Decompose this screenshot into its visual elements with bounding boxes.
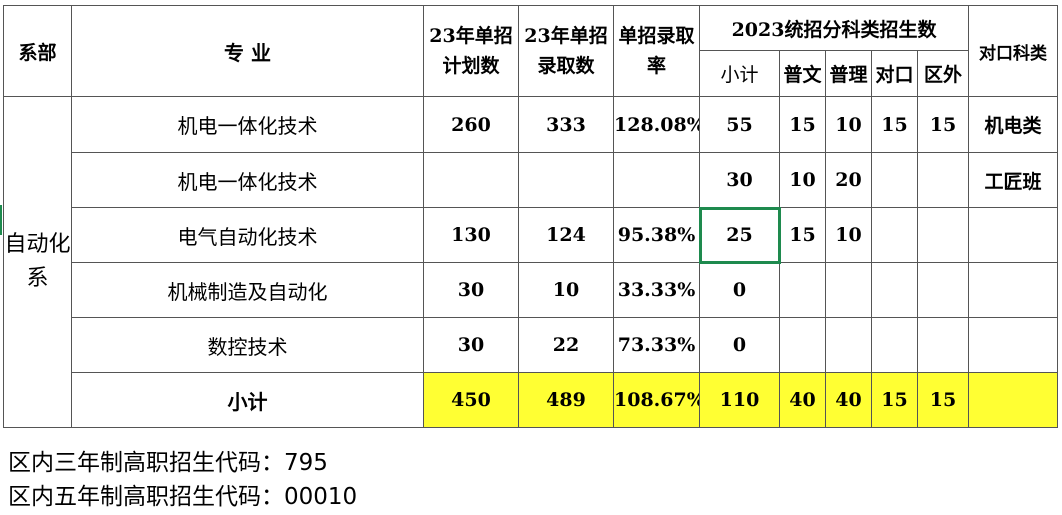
dept-cell[interactable]: 自动化系 (3, 96, 72, 428)
cell-duikou[interactable] (871, 262, 918, 318)
cell-puwen[interactable]: 10 (779, 152, 826, 208)
cell-major[interactable]: 机械制造及自动化 (71, 262, 424, 318)
cell-puli[interactable]: 20 (825, 152, 872, 208)
cell-subtotal[interactable]: 30 (699, 152, 780, 208)
header-subtotal[interactable]: 小计 (699, 50, 780, 97)
footer-code-three-year: 区内三年制高职招生代码：795 (8, 450, 328, 476)
cell-major[interactable]: 机电一体化技术 (71, 96, 424, 153)
cell-admit[interactable]: 10 (518, 262, 614, 318)
cell-quwai[interactable]: 15 (916, 96, 970, 153)
header-duikou[interactable]: 对口 (871, 50, 918, 97)
cell-puwen[interactable] (779, 317, 826, 373)
enrollment-table: 系部 专 业 23年单招计划数 23年单招录取数 单招录取率 2023统招分科类… (3, 5, 1059, 428)
total-quwai[interactable]: 15 (916, 372, 970, 428)
header-puwen[interactable]: 普文 (779, 50, 826, 97)
cell-rate[interactable] (613, 152, 700, 208)
cell-plan[interactable]: 30 (423, 317, 519, 373)
header-rate[interactable]: 单招录取率 (613, 5, 700, 97)
header-admit23[interactable]: 23年单招录取数 (518, 5, 614, 97)
cell-duikou[interactable] (871, 207, 918, 263)
cell-puli[interactable]: 10 (825, 207, 872, 263)
cell-quwai[interactable] (916, 207, 970, 263)
cell-puli[interactable] (825, 317, 872, 373)
cell-quwai[interactable] (916, 317, 970, 373)
total-admit[interactable]: 489 (518, 372, 614, 428)
table-row: 自动化系 机电一体化技术 260 333 128.08% 55 15 10 15… (3, 96, 1059, 428)
cell-subtotal[interactable]: 55 (699, 96, 780, 153)
total-label[interactable]: 小计 (71, 372, 424, 428)
cell-plan[interactable] (423, 152, 519, 208)
cell-counterpart[interactable]: 工匠班 (968, 152, 1059, 208)
cell-plan[interactable]: 30 (423, 262, 519, 318)
total-subtotal[interactable]: 110 (699, 372, 780, 428)
selected-cell[interactable]: 25 (698, 206, 781, 264)
cell-rate[interactable]: 73.33% (613, 317, 700, 373)
cell-counterpart[interactable] (968, 317, 1059, 373)
header-dept[interactable]: 系部 (3, 5, 72, 97)
cell-major[interactable]: 机电一体化技术 (71, 152, 424, 208)
cell-duikou[interactable] (871, 152, 918, 208)
cell-puwen[interactable] (779, 262, 826, 318)
cell-admit[interactable]: 333 (518, 96, 614, 153)
table-row: 机械制造及自动化 30 10 33.33% 0 (4, 262, 1059, 318)
cell-counterpart[interactable] (968, 207, 1059, 263)
total-puli[interactable]: 40 (825, 372, 872, 428)
cell-admit[interactable]: 124 (518, 207, 614, 263)
total-duikou[interactable]: 15 (871, 372, 918, 428)
total-plan[interactable]: 450 (423, 372, 519, 428)
cell-puwen[interactable]: 15 (779, 96, 826, 153)
header-counterpart[interactable]: 对口科类 (968, 5, 1059, 97)
footer-code-five-year: 区内五年制高职招生代码：00010 (8, 484, 358, 510)
cell-duikou[interactable] (871, 317, 918, 373)
cell-puli[interactable] (825, 262, 872, 318)
cell-quwai[interactable] (916, 152, 970, 208)
cell-plan[interactable]: 260 (423, 96, 519, 153)
header-puli[interactable]: 普理 (825, 50, 872, 97)
cell-subtotal[interactable]: 0 (699, 317, 780, 373)
total-puwen[interactable]: 40 (779, 372, 826, 428)
row-marker (0, 205, 2, 235)
total-rate[interactable]: 108.67% (613, 372, 700, 428)
cell-counterpart[interactable]: 机电类 (968, 96, 1059, 153)
cell-plan[interactable]: 130 (423, 207, 519, 263)
cell-rate[interactable]: 95.38% (613, 207, 700, 263)
total-counterpart[interactable] (968, 372, 1059, 428)
cell-subtotal[interactable]: 0 (699, 262, 780, 318)
header-unified[interactable]: 2023统招分科类招生数 (698, 5, 970, 51)
table-row: 电气自动化技术 130 124 95.38% 25 15 10 (4, 206, 1059, 264)
cell-major[interactable]: 数控技术 (71, 317, 424, 373)
total-row: 小计 450 489 108.67% 110 40 40 15 15 (4, 372, 1059, 428)
cell-rate[interactable]: 33.33% (613, 262, 700, 318)
cell-puli[interactable]: 10 (825, 96, 872, 153)
cell-duikou[interactable]: 15 (871, 96, 918, 153)
cell-rate[interactable]: 128.08% (613, 96, 700, 153)
cell-counterpart[interactable] (968, 262, 1059, 318)
header-quwai[interactable]: 区外 (916, 50, 970, 97)
header-plan23[interactable]: 23年单招计划数 (423, 5, 519, 97)
cell-puwen[interactable]: 15 (779, 207, 826, 263)
cell-quwai[interactable] (916, 262, 970, 318)
cell-admit[interactable] (518, 152, 614, 208)
table-row: 机电一体化技术 30 10 20 工匠班 (4, 152, 1059, 208)
table-row: 数控技术 30 22 73.33% 0 (4, 317, 1059, 373)
header-major[interactable]: 专 业 (71, 5, 424, 97)
cell-major[interactable]: 电气自动化技术 (71, 207, 424, 263)
cell-admit[interactable]: 22 (518, 317, 614, 373)
